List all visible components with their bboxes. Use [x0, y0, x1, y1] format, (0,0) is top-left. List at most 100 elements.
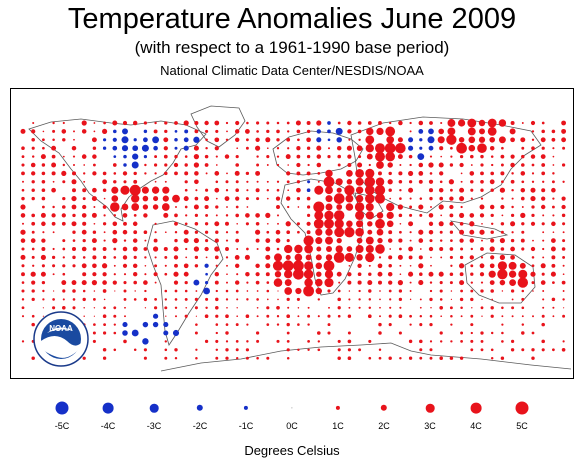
- anomaly-dot: [121, 136, 129, 144]
- anomaly-dot: [501, 146, 504, 150]
- anomaly-dot: [542, 290, 545, 292]
- anomaly-dot: [377, 280, 383, 285]
- anomaly-dot: [52, 129, 56, 133]
- anomaly-dot: [337, 348, 341, 352]
- anomaly-dot: [490, 314, 494, 318]
- anomaly-dot: [205, 213, 209, 217]
- anomaly-dot: [225, 331, 229, 335]
- anomaly-dot: [31, 171, 36, 176]
- anomaly-dot: [439, 171, 444, 176]
- anomaly-dot: [183, 137, 189, 143]
- anomaly-dot: [174, 121, 178, 125]
- anomaly-dot: [41, 171, 46, 176]
- anomaly-dot: [154, 264, 158, 268]
- anomaly-dot: [562, 298, 565, 301]
- legend-dot-wrap: [318, 398, 358, 418]
- legend-label: 2C: [378, 421, 390, 431]
- anomaly-dot: [143, 348, 147, 352]
- anomaly-dot: [22, 180, 24, 183]
- anomaly-dot: [551, 255, 556, 260]
- anomaly-dot: [449, 163, 454, 167]
- anomaly-dot: [21, 196, 25, 201]
- anomaly-dot: [62, 180, 66, 184]
- anomaly-dot: [307, 314, 311, 318]
- anomaly-dot: [447, 127, 456, 136]
- anomaly-dot: [419, 197, 423, 200]
- anomaly-dot: [122, 322, 128, 328]
- anomaly-dot: [215, 197, 218, 200]
- anomaly-dot: [497, 269, 508, 280]
- anomaly-dot: [437, 136, 445, 144]
- anomaly-dot: [52, 205, 55, 209]
- anomaly-dot: [91, 238, 97, 244]
- anomaly-dot: [449, 204, 454, 210]
- legend-dot-wrap: [180, 398, 220, 418]
- anomaly-dot: [215, 289, 218, 293]
- anomaly-dot: [297, 307, 300, 309]
- anomaly-dot: [91, 196, 97, 202]
- anomaly-dot: [450, 146, 453, 150]
- anomaly-dot: [365, 211, 374, 220]
- anomaly-dot: [459, 162, 464, 168]
- anomaly-dot: [316, 331, 321, 335]
- legend-dot-wrap: [410, 398, 450, 418]
- anomaly-dot: [376, 127, 384, 136]
- anomaly-dot: [52, 273, 55, 276]
- anomaly-dot: [409, 121, 412, 125]
- anomaly-dot: [102, 348, 107, 352]
- anomaly-dot: [31, 138, 35, 142]
- anomaly-dot: [184, 205, 188, 209]
- anomaly-dot: [345, 194, 354, 203]
- anomaly-dot: [21, 146, 25, 150]
- anomaly-dot: [235, 180, 239, 184]
- anomaly-dot: [521, 297, 525, 301]
- anomaly-dot: [184, 314, 188, 318]
- anomaly-dot: [510, 289, 515, 293]
- anomaly-dot: [112, 237, 118, 244]
- anomaly-dot: [552, 315, 555, 318]
- anomaly-dot: [336, 271, 342, 277]
- anomaly-dot: [40, 254, 46, 260]
- anomaly-dot: [286, 348, 290, 352]
- anomaly-dot: [429, 322, 433, 327]
- anomaly-dot: [214, 280, 219, 285]
- anomaly-dot: [286, 356, 290, 360]
- anomaly-dot: [215, 129, 219, 133]
- anomaly-dot: [490, 356, 494, 360]
- anomaly-dot: [234, 129, 240, 134]
- anomaly-dot: [449, 255, 453, 259]
- anomaly-dot: [102, 314, 107, 318]
- anomaly-dot: [316, 246, 322, 252]
- anomaly-dot: [287, 189, 290, 192]
- anomaly-dot: [418, 238, 424, 243]
- anomaly-dot: [501, 214, 504, 217]
- anomaly-dot: [113, 256, 117, 259]
- anomaly-dot: [306, 230, 311, 235]
- anomaly-dot: [355, 227, 364, 237]
- anomaly-dot: [439, 356, 443, 360]
- anomaly-dot: [364, 176, 376, 188]
- anomaly-dot: [511, 315, 514, 318]
- anomaly-dot: [345, 203, 354, 211]
- anomaly-dot: [541, 129, 545, 134]
- anomaly-dot: [490, 331, 494, 335]
- anomaly-dot: [62, 264, 66, 268]
- anomaly-dot: [61, 129, 67, 134]
- anomaly-dot: [449, 230, 454, 234]
- anomaly-dot: [266, 230, 270, 234]
- anomaly-dot: [286, 340, 290, 343]
- anomaly-dot: [450, 155, 453, 158]
- anomaly-dot: [399, 247, 402, 251]
- anomaly-dot: [226, 281, 228, 284]
- anomaly-dot: [226, 273, 228, 276]
- anomaly-dot: [306, 171, 311, 176]
- anomaly-dot: [521, 323, 525, 326]
- anomaly-dot: [508, 261, 517, 270]
- anomaly-dot: [471, 307, 473, 309]
- anomaly-dot: [480, 197, 484, 200]
- anomaly-dot: [499, 279, 506, 286]
- anomaly-dot: [491, 163, 494, 167]
- anomaly-dot: [470, 272, 474, 276]
- anomaly-dot: [164, 348, 168, 352]
- anomaly-dot: [41, 247, 46, 251]
